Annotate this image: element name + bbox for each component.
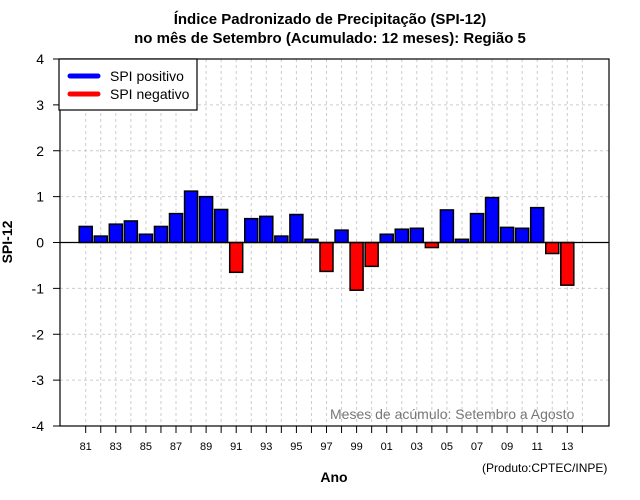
bar-1987 <box>168 212 184 244</box>
x-tick-label: 09 <box>501 441 513 453</box>
bar-1995 <box>289 213 304 244</box>
bar-2008 <box>484 196 500 244</box>
bar-1994 <box>274 235 289 244</box>
x-axis-title: Ano <box>320 469 347 485</box>
bar-1988 <box>183 190 199 244</box>
x-tick-label: 83 <box>110 441 122 453</box>
x-tick-label: 93 <box>260 441 272 453</box>
x-tick-label: 05 <box>441 441 453 453</box>
bar-1999 <box>349 241 364 291</box>
y-tick-label: 0 <box>36 235 44 251</box>
bar-2007 <box>469 212 485 244</box>
product-credit: (Produto:CPTEC/INPE) <box>482 461 607 475</box>
bar-2013 <box>560 241 575 286</box>
x-tick-label: 95 <box>290 441 302 453</box>
x-tick-label: 87 <box>170 441 182 453</box>
y-tick-label: -4 <box>32 418 45 434</box>
bar-1983 <box>108 223 124 244</box>
bar-1984 <box>123 220 139 244</box>
legend-box <box>58 58 198 111</box>
bar-1990 <box>213 208 229 244</box>
bar-2004 <box>424 241 440 249</box>
legend: SPI positivo SPI negativo <box>58 58 198 111</box>
y-tick-label: 3 <box>36 97 44 113</box>
bar-1991 <box>228 241 244 274</box>
y-axis: -4 -3 -2 -1 0 1 2 3 4 <box>32 51 60 434</box>
bar-1993 <box>259 215 274 244</box>
bar-1989 <box>198 195 214 244</box>
y-tick-label: -3 <box>32 372 45 388</box>
bar-2001 <box>379 233 394 244</box>
bar-2012 <box>545 241 560 255</box>
x-tick-label: 03 <box>411 441 423 453</box>
bar-1985 <box>138 233 154 244</box>
bar-2003 <box>409 227 425 244</box>
x-tick-label: 01 <box>381 441 393 453</box>
y-tick-label: 4 <box>36 51 44 67</box>
x-tick-label: 13 <box>561 441 573 453</box>
grid-lines <box>60 59 609 426</box>
y-tick-label: -2 <box>32 326 45 342</box>
x-tick-label: 89 <box>200 441 212 453</box>
x-tick-label: 85 <box>140 441 152 453</box>
x-axis: 81 83 85 87 89 91 93 95 97 99 01 03 05 07 09 11 13 <box>80 426 583 453</box>
chart-title: Índice Padronizado de Precipitação (SPI-… <box>174 11 487 28</box>
bar-1992 <box>244 217 259 244</box>
x-tick-label: 07 <box>471 441 483 453</box>
bar-1986 <box>153 225 169 244</box>
bar-2002 <box>394 228 409 244</box>
x-tick-label: 91 <box>230 441 242 453</box>
x-tick-label: 99 <box>350 441 362 453</box>
bar-2000 <box>364 241 379 268</box>
bar-1982 <box>93 235 108 244</box>
bar-1981 <box>78 225 93 244</box>
chart-subtitle: no mês de Setembro (Acumulado: 12 meses)… <box>134 30 526 47</box>
bar-2009 <box>499 226 515 244</box>
bar-2010 <box>514 227 530 244</box>
y-tick-label: -1 <box>32 280 45 296</box>
y-tick-label: 2 <box>36 143 44 159</box>
bar-1998 <box>334 229 349 244</box>
x-tick-label: 97 <box>320 441 332 453</box>
y-axis-title: SPI-12 <box>0 220 15 263</box>
bar-2011 <box>529 206 545 244</box>
bar-2005 <box>439 209 455 244</box>
accumulation-annotation: Meses de acúmulo: Setembro a Agosto <box>330 406 575 422</box>
y-tick-label: 1 <box>36 189 44 205</box>
legend-label-negative: SPI negativo <box>110 86 190 102</box>
bar-1997 <box>319 241 334 273</box>
x-tick-label: 81 <box>80 441 92 453</box>
legend-label-positive: SPI positivo <box>110 68 184 84</box>
x-tick-label: 11 <box>531 441 542 453</box>
